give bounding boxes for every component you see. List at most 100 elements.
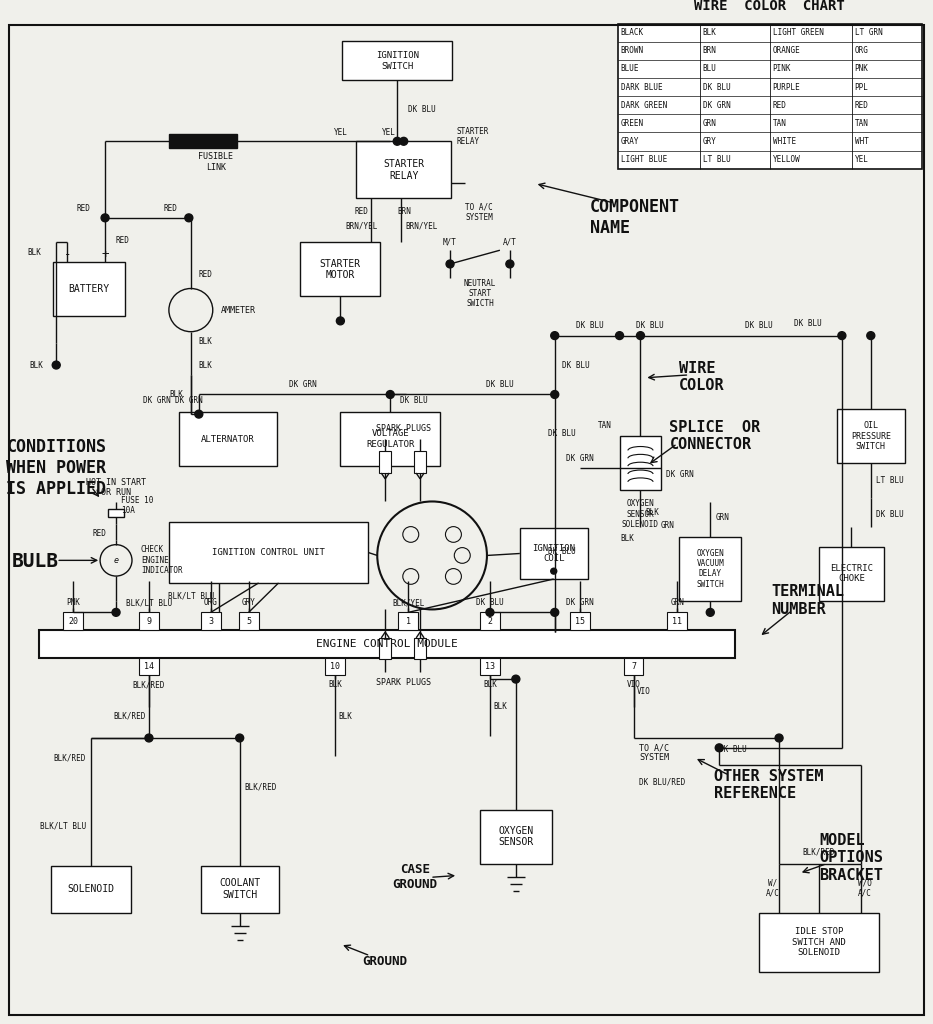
Text: BLK: BLK [199,360,213,370]
Text: GRN: GRN [661,520,675,529]
Text: IDLE STOP
SWITCH AND
SOLENOID: IDLE STOP SWITCH AND SOLENOID [792,928,846,957]
Bar [520,528,588,579]
Bar [414,638,426,659]
Text: PINK: PINK [773,65,791,74]
Bar [341,413,440,466]
Text: ENGINE CONTROL MODULE: ENGINE CONTROL MODULE [316,639,458,649]
Circle shape [112,608,120,616]
Text: RED: RED [773,100,787,110]
Text: LIGHT BLUE: LIGHT BLUE [620,156,667,164]
Text: BRN/YEL: BRN/YEL [405,221,438,230]
Text: LT BLU: LT BLU [876,476,903,485]
Circle shape [775,734,783,742]
Text: 11: 11 [673,616,682,626]
Circle shape [636,332,645,340]
Text: PPL: PPL [855,83,869,91]
Text: OXYGEN
SENSOR: OXYGEN SENSOR [498,825,534,848]
Circle shape [195,411,202,418]
Text: BLK: BLK [169,390,183,399]
Text: 9: 9 [146,616,151,626]
Text: +: + [102,248,109,261]
Text: OXYGEN
SENSOR
SOLENOID: OXYGEN SENSOR SOLENOID [622,500,659,529]
Bar [379,638,391,659]
Circle shape [512,675,520,683]
Text: 5: 5 [246,616,251,626]
Text: CASE
GROUND: CASE GROUND [393,863,438,891]
Text: STARTER
RELAY: STARTER RELAY [456,127,488,146]
Circle shape [446,260,454,268]
Circle shape [337,317,344,325]
Text: GRN: GRN [671,598,684,607]
Text: DK GRN: DK GRN [565,454,593,463]
Bar [356,141,451,199]
Text: DK GRN: DK GRN [175,396,202,404]
Text: BLK: BLK [483,681,497,689]
Text: RED: RED [855,100,869,110]
Text: TAN: TAN [773,119,787,128]
Text: YEL: YEL [855,156,869,164]
Bar [398,612,418,630]
Text: DARK BLUE: DARK BLUE [620,83,662,91]
Text: 13: 13 [485,662,494,671]
Text: PNK: PNK [66,598,80,607]
Bar [618,24,922,169]
Text: DK BLU: DK BLU [794,319,822,329]
Text: DK BLU: DK BLU [635,322,663,331]
Circle shape [506,260,514,268]
Text: GRY: GRY [242,598,256,607]
Bar [679,537,741,601]
Text: LIGHT GREEN: LIGHT GREEN [773,28,824,37]
Text: COMPONENT
NAME: COMPONENT NAME [590,199,679,238]
Circle shape [616,332,623,340]
Bar [837,410,905,463]
Text: BATTERY: BATTERY [68,284,110,294]
Text: BULB: BULB [11,552,59,570]
Text: DK GRN: DK GRN [143,396,171,404]
Text: DK BLU: DK BLU [562,360,590,370]
Circle shape [550,608,559,616]
Text: GRN: GRN [703,119,717,128]
Text: BLK: BLK [646,508,660,517]
Text: VIO: VIO [627,681,640,689]
Text: RED: RED [77,204,91,213]
Text: A/T: A/T [503,238,517,247]
Bar [108,509,124,517]
Text: STARTER
MOTOR: STARTER MOTOR [320,259,361,281]
Text: YELLOW: YELLOW [773,156,801,164]
Circle shape [386,390,395,398]
Bar [201,865,279,912]
Text: MODEL
OPTIONS
BRACKET: MODEL OPTIONS BRACKET [819,833,883,883]
Text: HOT IN START
OR RUN: HOT IN START OR RUN [86,478,146,498]
Text: AMMETER: AMMETER [221,305,256,314]
Text: COOLANT
SWITCH: COOLANT SWITCH [219,879,260,900]
Text: LT GRN: LT GRN [855,28,883,37]
Text: NEUTRAL
START
SWICTH: NEUTRAL START SWICTH [464,279,496,308]
Text: 1: 1 [406,616,411,626]
Text: DK GRN: DK GRN [666,470,694,479]
Bar [139,657,159,675]
Text: DK BLU: DK BLU [876,510,903,519]
Text: DK GRN: DK GRN [703,100,731,110]
Text: 7: 7 [631,662,636,671]
Circle shape [550,390,559,398]
Text: IGNITION
SWITCH: IGNITION SWITCH [376,51,419,71]
Text: DK BLU: DK BLU [719,745,747,755]
Text: BLU: BLU [703,65,717,74]
Circle shape [185,214,193,222]
Bar [480,810,551,863]
Text: SPLICE  OR
CONNECTOR: SPLICE OR CONNECTOR [669,420,760,452]
Text: DK BLU: DK BLU [486,380,514,389]
Text: RED: RED [92,529,106,539]
Text: W/O
A/C: W/O A/C [857,879,871,898]
Text: M/T: M/T [443,238,457,247]
Text: BLK: BLK [199,337,213,346]
Text: ORG: ORG [855,46,869,55]
Circle shape [838,332,846,340]
Text: PNK: PNK [855,65,869,74]
Text: BLK/RED: BLK/RED [54,753,86,762]
Text: DK GRN: DK GRN [565,598,593,607]
Bar [169,134,237,148]
Text: SOLENOID: SOLENOID [67,884,115,894]
Bar [53,262,125,316]
Text: RED: RED [164,204,178,213]
